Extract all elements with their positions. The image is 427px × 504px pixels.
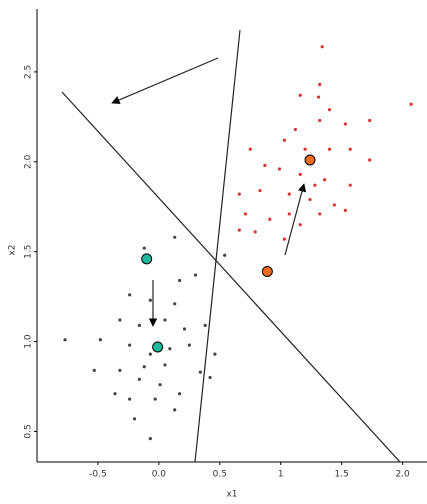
point [153, 397, 157, 401]
point [187, 343, 191, 347]
point [348, 147, 352, 151]
point [118, 368, 122, 372]
point [258, 188, 262, 193]
x-axis-label: x1 [226, 490, 237, 500]
point [203, 323, 207, 327]
point [298, 223, 302, 227]
point [128, 293, 132, 297]
point [142, 365, 146, 369]
point [173, 235, 177, 239]
point [158, 383, 162, 387]
x-tick-label: 0.0 [152, 470, 167, 480]
x-tick-label: 2.0 [395, 470, 410, 480]
x-tick-label: 0.5 [213, 470, 227, 480]
point [163, 318, 167, 322]
point [263, 163, 267, 167]
point [118, 318, 122, 322]
centroid [152, 341, 164, 353]
point [308, 197, 312, 202]
point [208, 375, 212, 380]
y-tick-label: 1.0 [24, 334, 34, 349]
point [237, 228, 241, 232]
point [298, 172, 302, 176]
x-tick-label: 1 [278, 470, 284, 480]
point [128, 397, 132, 401]
point [293, 127, 297, 132]
point [343, 122, 347, 126]
point [368, 118, 372, 123]
point [148, 298, 152, 302]
point [320, 45, 324, 49]
point [327, 108, 332, 112]
point [282, 237, 287, 241]
point [173, 302, 177, 306]
point [318, 212, 322, 216]
point [268, 217, 272, 221]
centroid [304, 154, 316, 166]
boundary-line [61, 91, 401, 463]
point [318, 118, 322, 123]
point [163, 363, 167, 367]
point [177, 392, 182, 396]
point [142, 246, 146, 250]
y-tick-label: 0.5 [24, 424, 34, 438]
centroid [141, 253, 153, 265]
point [313, 183, 317, 187]
point [248, 147, 252, 151]
point [213, 352, 217, 356]
point [168, 347, 172, 351]
point [287, 212, 291, 216]
point [148, 352, 152, 356]
point [223, 253, 227, 257]
point [318, 82, 322, 87]
point [277, 167, 282, 171]
point [137, 377, 141, 381]
point [63, 338, 67, 342]
point [253, 230, 257, 234]
point [137, 323, 141, 327]
point [193, 273, 198, 277]
point [173, 408, 177, 412]
point [327, 147, 332, 151]
point [282, 138, 287, 142]
point [132, 417, 137, 421]
x-tick-label: 1.5 [335, 470, 349, 480]
boundary-line [194, 29, 241, 463]
point [182, 327, 187, 331]
y-tick-label: 1.5 [24, 245, 34, 259]
point [113, 392, 117, 396]
point [287, 192, 291, 196]
point [316, 95, 321, 99]
point [148, 437, 152, 441]
point [98, 338, 102, 342]
x-tick-label: -0.5 [89, 470, 107, 480]
point [92, 368, 96, 372]
point [343, 208, 347, 212]
y-tick-label: 2.0 [24, 154, 34, 169]
point [348, 183, 352, 187]
point [243, 212, 248, 216]
point [128, 343, 132, 347]
arrow [111, 57, 219, 104]
point [368, 158, 372, 162]
point [323, 178, 327, 182]
point [303, 147, 307, 151]
point [198, 370, 202, 374]
centroid [261, 265, 273, 277]
point [177, 278, 182, 283]
point [332, 203, 336, 207]
y-axis-label: x2 [8, 244, 18, 255]
arrow [284, 183, 307, 256]
point [298, 93, 302, 97]
y-tick-label: 2.5 [24, 65, 34, 79]
point [237, 192, 241, 196]
point [409, 102, 413, 106]
